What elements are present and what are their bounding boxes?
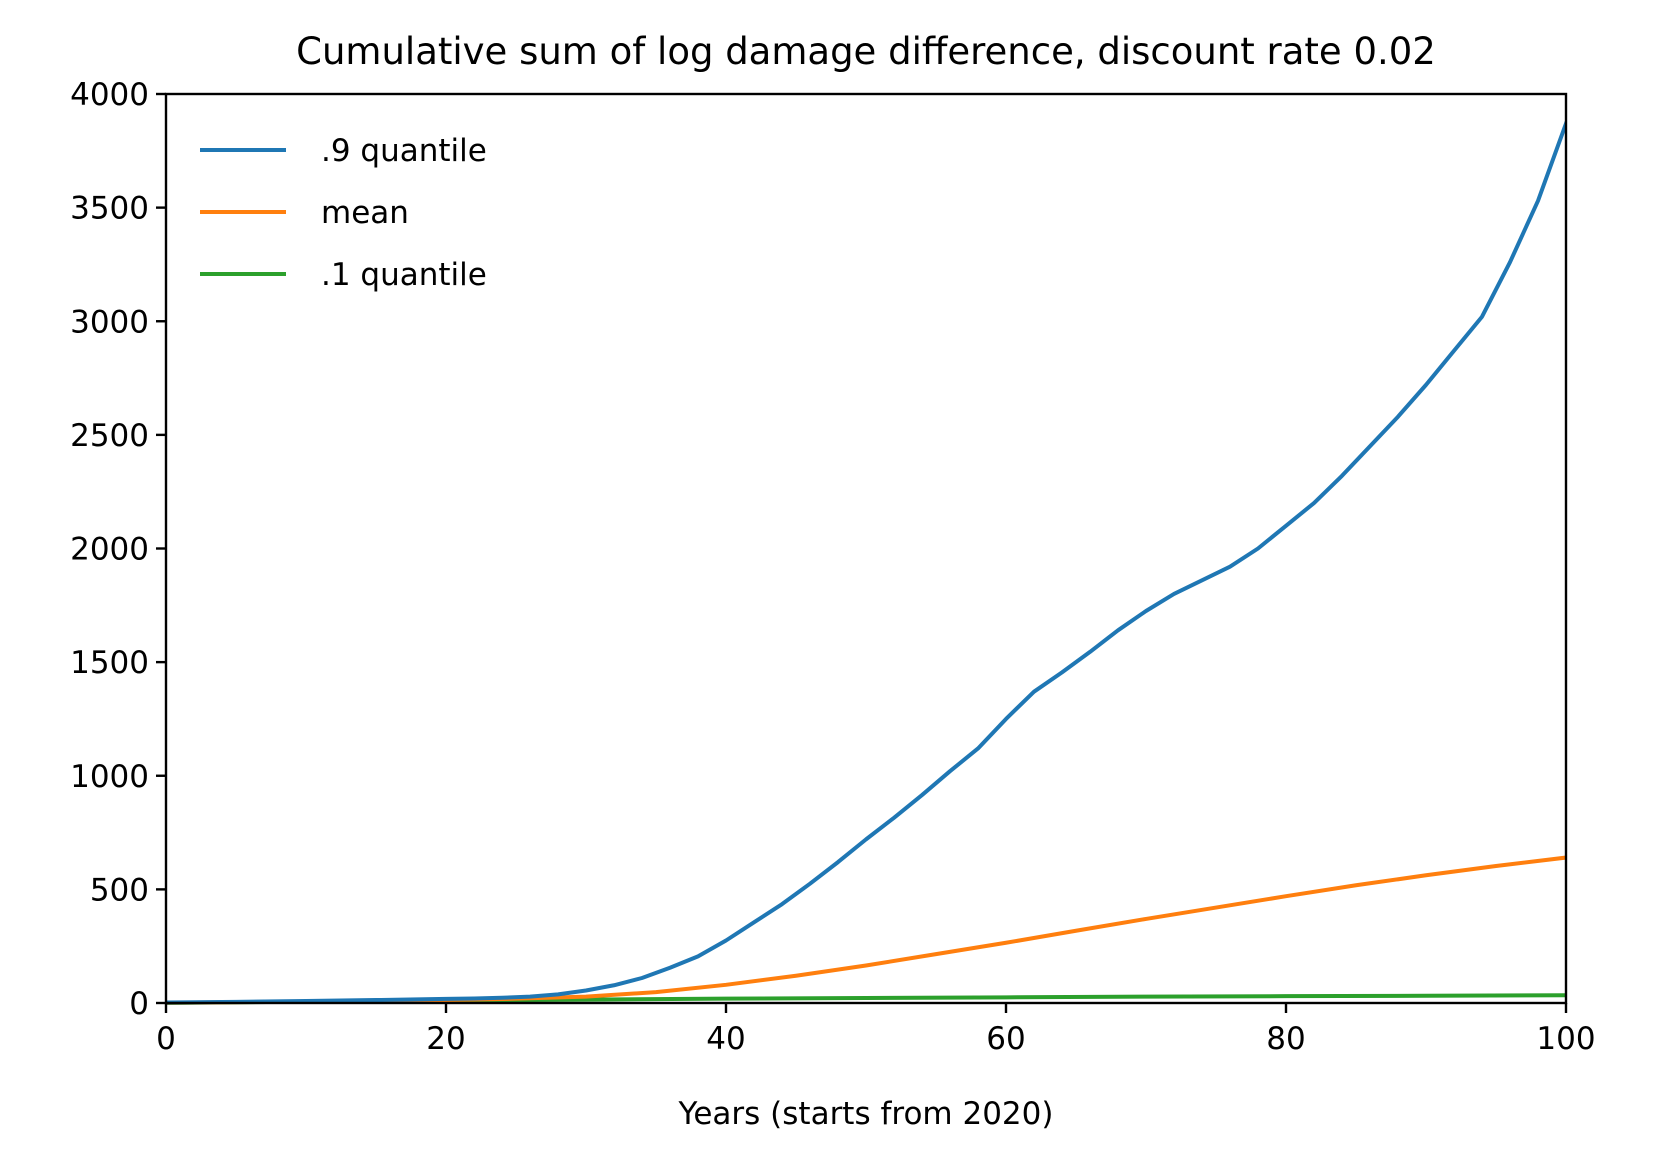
y-tick-label: 1500 [70,645,149,681]
y-tick-label: 3000 [70,304,149,340]
x-tick-label: 80 [1266,1021,1305,1057]
legend-label-9-quantile: .9 quantile [321,133,487,169]
y-tick-label: 1000 [70,759,149,795]
y-tick-label: 2000 [70,532,149,568]
x-tick-label: 40 [706,1021,745,1057]
y-tick-label: 4000 [70,77,149,113]
x-axis-title: Years (starts from 2020) [678,1096,1054,1132]
legend: .9 quantile mean .1 quantile [200,133,487,293]
legend-label-1-quantile: .1 quantile [321,257,487,293]
x-tick-label: 20 [426,1021,465,1057]
chart-title: Cumulative sum of log damage difference,… [296,30,1436,73]
y-axis-ticks: 0 500 1000 1500 2000 2500 3000 3500 4000 [70,77,166,1022]
x-tick-label: 100 [1536,1021,1595,1057]
series-line-9-quantile [166,120,1566,1005]
series-lines [166,120,1566,1005]
x-tick-label: 0 [156,1021,176,1057]
legend-label-mean: mean [321,195,409,231]
y-tick-label: 3500 [70,191,149,227]
x-tick-label: 60 [986,1021,1025,1057]
y-tick-label: 2500 [70,418,149,454]
y-tick-label: 500 [90,872,149,908]
x-axis-ticks: 0 20 40 60 80 100 [156,1003,1596,1057]
y-tick-label: 0 [129,986,149,1022]
